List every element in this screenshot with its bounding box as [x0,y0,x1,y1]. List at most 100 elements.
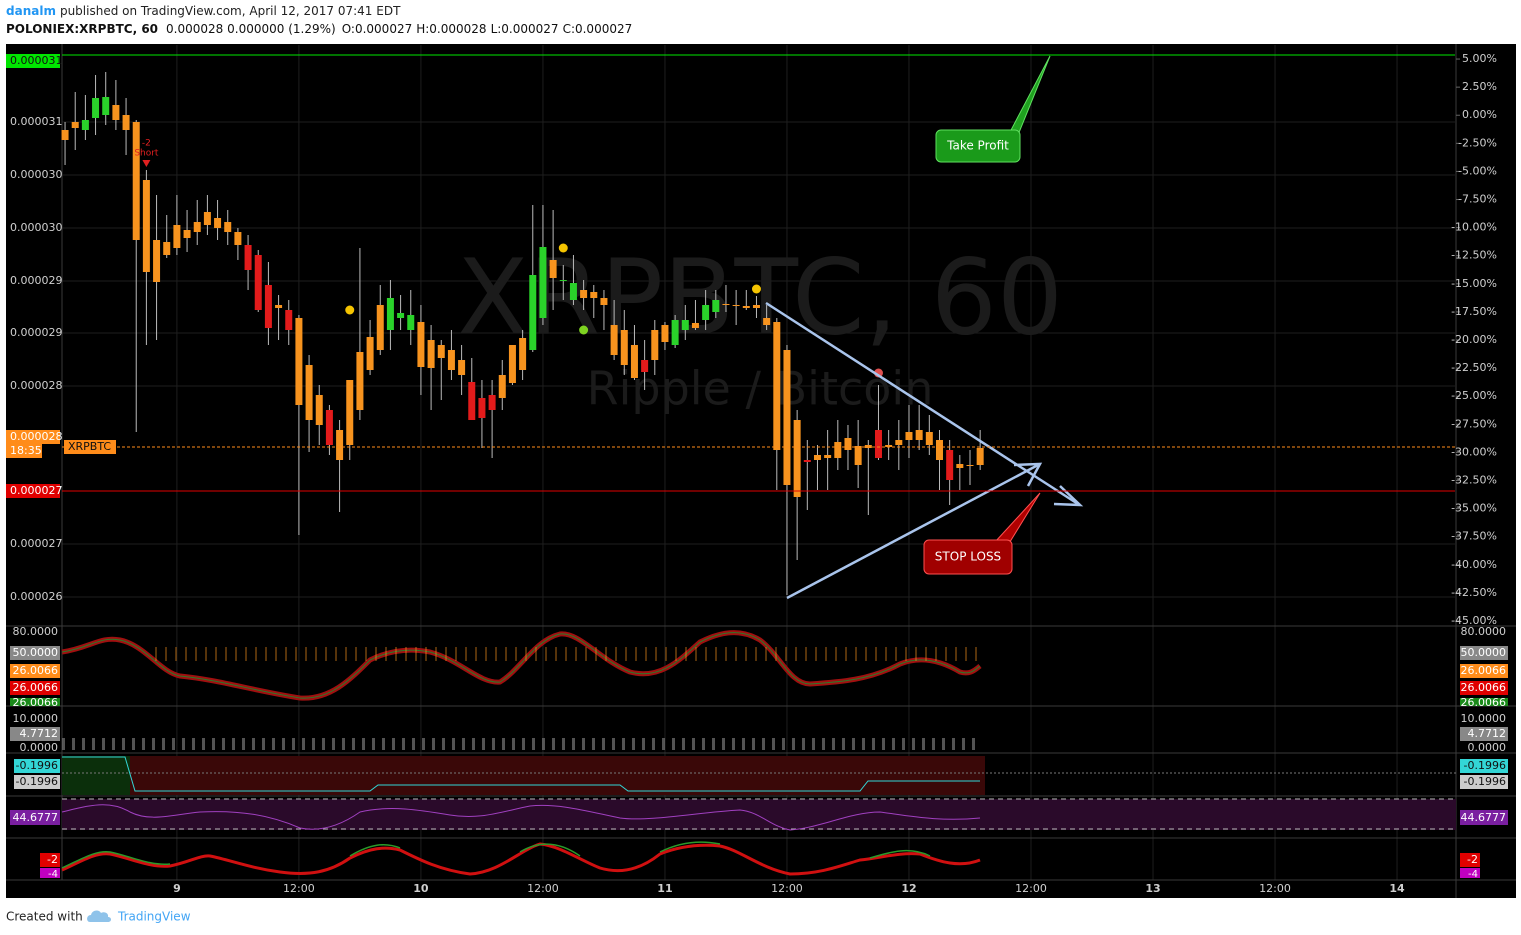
candle-body [244,245,252,270]
published: published on TradingView.com, April 12, … [60,4,401,18]
chart-frame [6,44,1516,898]
y2-tick-label: -27.50% [1451,417,1497,430]
p4-value: 44.6777 [13,811,59,824]
price-label-box [6,54,60,68]
candle-body [620,330,628,365]
trend-lines [765,301,1084,600]
y2-tick-label: 0.00% [1462,108,1497,121]
candle-body [295,318,303,405]
take-profit-label: Take Profit [946,139,1009,153]
take-profit-box[interactable] [935,129,1021,163]
y2-tick-label: -20.00% [1451,333,1497,346]
p3-box [1460,759,1508,773]
candle-body [478,398,486,418]
p4-box [10,810,60,825]
candle-body [885,445,893,447]
candle-body [661,325,669,342]
p1-value: 50.0000 [13,646,59,659]
p3-box [14,759,60,773]
p4-box [1460,810,1508,825]
candle-body [854,446,862,465]
y-tick-label: 0.000028 [10,379,63,392]
p1-value: 26.0066 [1461,664,1507,677]
ohlc-low: L:0.000027 [491,22,559,36]
y2-tick-label: -22.50% [1451,361,1497,374]
p3-value: -0.1996 [1464,759,1506,772]
candle-body [132,122,140,240]
candle-body [773,322,781,450]
candle-body [712,300,720,312]
y2-tick-label: -15.00% [1451,277,1497,290]
p3-value: -0.1996 [16,775,58,788]
candle-body [600,298,608,305]
candle-body [610,325,618,355]
p5-value: -4 [1468,869,1478,880]
stop-loss-box[interactable] [923,539,1013,575]
candle-body [549,260,557,278]
price-label-box [6,484,60,498]
p2-value: 4.7712 [20,727,59,740]
p1-value: 26.0066 [13,681,59,694]
p1-box [1460,681,1508,695]
candle-body [417,322,425,367]
signal-dot [345,305,355,315]
x-tick-label: 12:00 [771,882,803,895]
y2-tick-label: -17.50% [1451,305,1497,318]
p3-value: -0.1996 [1464,775,1506,788]
candle-body [569,283,577,300]
panel3-fill-green [62,756,130,795]
p2-level: 10.0000 [1461,712,1507,725]
candle-body [752,305,760,308]
x-tick-label: 12:00 [283,882,315,895]
p5-box [1460,853,1480,867]
p5-box [1460,868,1480,878]
y-tick-label: 0.000029 [10,274,63,287]
y2-tick-label: -45.00% [1451,614,1497,627]
candle-body [976,448,984,465]
p3-box [14,775,60,789]
candle-body [539,247,547,318]
candle-body [529,275,537,350]
p3-value: -0.1996 [16,759,58,772]
y2-tick-label: 5.00% [1462,52,1497,65]
candle-body [935,440,943,460]
y2-tick-label: -10.00% [1451,221,1497,234]
candle-body [590,292,598,298]
y2-tick-label: -30.00% [1451,445,1497,458]
p2-box [10,727,60,741]
p1-level: 80.0000 [13,625,59,638]
p1-box [1460,646,1508,660]
candle-body [508,345,516,383]
p5-box [40,868,60,878]
candle-body [214,218,222,228]
candle-body [488,395,496,410]
candle-body [803,460,811,462]
y2-tick-label: -25.00% [1451,389,1497,402]
p2-value: 4.7712 [1468,727,1507,740]
panel4-band [62,799,1456,830]
p2-box [1460,727,1508,741]
candle-body [92,98,100,118]
candle-body [81,120,89,130]
header-line: danalm published on TradingView.com, Apri… [6,4,401,18]
price-tag-box [64,440,116,454]
candle-body [275,305,283,308]
y-tick-label: 0.000027 [10,537,63,550]
ohlc-close: C:0.000027 [563,22,633,36]
p1-box [10,698,60,706]
footer-created: Created with [6,910,83,924]
y2-tick-label: -2.50% [1458,136,1497,149]
footer-brand[interactable]: TradingView [117,910,191,924]
candle-body [224,222,232,232]
candle-body [437,345,445,358]
candle-body [234,232,242,245]
candle-body [336,430,344,460]
x-tick-label: 12:00 [1259,882,1291,895]
countdown-box [6,444,42,458]
y-tick-label: 0.000030 [10,168,63,181]
candle-body [468,382,476,420]
author[interactable]: danalm [6,4,56,18]
candle-body [641,360,649,372]
candle-body [203,212,211,225]
